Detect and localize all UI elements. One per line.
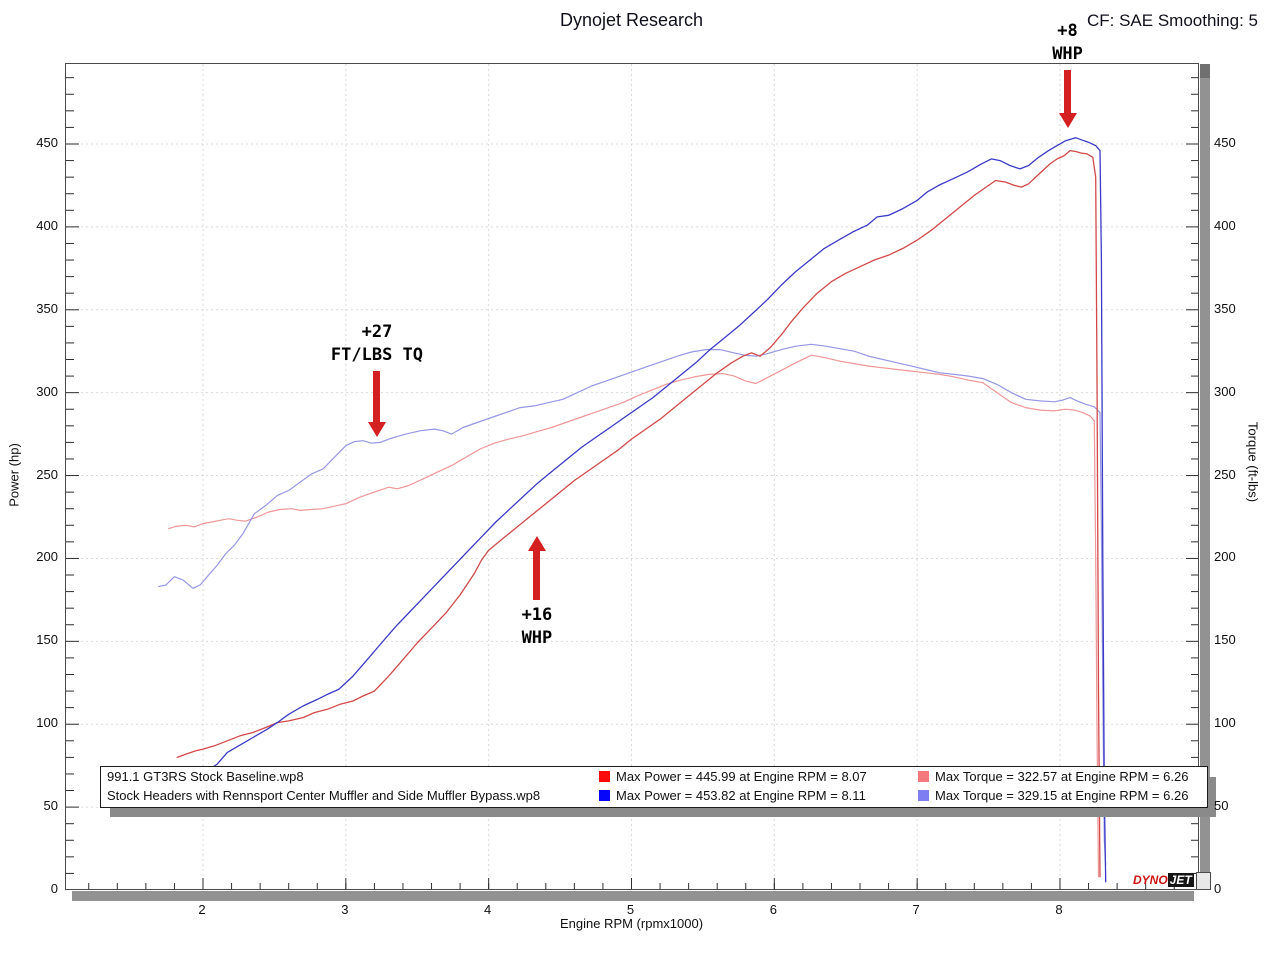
correction-smoothing-label: CF: SAE Smoothing: 5 [1086,11,1258,30]
annotation-arrow-head-0 [1058,113,1077,129]
x-tick-2: 2 [198,902,206,917]
y-right-axis-title: Torque (ft-lbs) [1245,421,1261,503]
y-left-tick-100: 100 [36,715,58,731]
y-right-tick-50: 50 [1214,798,1229,814]
annotation-arrow-head-2 [527,535,546,551]
y-right-tick-450: 450 [1214,134,1236,150]
y-left-tick-0: 0 [50,881,58,896]
x-tick-5: 5 [626,902,635,917]
dynojet-logo-jet: JET [1167,873,1194,887]
horizontal-scrollbar[interactable] [72,891,1194,901]
annotation-arrow-head-1 [367,422,386,438]
legend-row-modified: Stock Headers with Rennsport Center Muff… [101,786,1207,805]
y-right-tick-300: 300 [1214,383,1236,399]
legend-file-modified: Stock Headers with Rennsport Center Muff… [107,788,541,803]
power-swatch-modified [599,790,610,801]
dynojet-logo-dyno: DYNO [1133,873,1168,887]
y-left-tick-400: 400 [36,217,58,233]
annotation-text-1: +27 FT/LBS TQ [330,322,424,366]
y-right-tick-400: 400 [1214,217,1236,233]
annotation-text-2: +16 WHP [521,604,553,648]
x-tick-4: 4 [484,902,492,917]
x-tick-7: 7 [912,902,920,917]
y-right-tick-100: 100 [1214,715,1236,731]
x-tick-6: 6 [769,902,777,917]
y-left-tick-250: 250 [36,466,58,482]
x-tick-3: 3 [341,902,349,917]
legend-file-stock: 991.1 GT3RS Stock Baseline.wp8 [107,769,304,784]
y-right-tick-150: 150 [1214,632,1236,648]
vertical-scrollbar-thumb[interactable] [1200,64,1210,78]
y-left-tick-450: 450 [36,134,58,150]
legend-max-power-stock: Max Power = 445.99 at Engine RPM = 8.07 [616,769,867,784]
y-right-tick-0: 0 [1214,881,1222,896]
annotation-arrow-shaft-1 [373,371,381,423]
annotation-arrow-shaft-0 [1064,70,1072,114]
chart-title: Dynojet Research [559,10,704,30]
vertical-scrollbar[interactable] [1200,64,1210,886]
power-swatch-stock [599,771,610,782]
x-axis-title: Engine RPM (rpmx1000) [559,916,704,931]
torque-swatch-stock [918,771,929,782]
y-left-tick-200: 200 [36,549,58,565]
legend-box[interactable]: 991.1 GT3RS Stock Baseline.wp8 Max Power… [100,766,1208,808]
dynojet-logo: DYNO JET [1133,873,1194,887]
annotation-arrow-shaft-2 [533,550,541,600]
plot-area [65,63,1199,890]
y-left-tick-50: 50 [43,798,58,814]
y-left-tick-300: 300 [36,383,58,399]
y-right-tick-200: 200 [1214,549,1236,565]
y-left-tick-150: 150 [36,632,58,648]
annotation-text-0: +8 WHP [1052,21,1083,65]
legend-max-torque-stock: Max Torque = 322.57 at Engine RPM = 6.26 [935,769,1189,784]
y-right-tick-350: 350 [1214,300,1236,316]
y-left-tick-350: 350 [36,300,58,316]
legend-max-torque-modified: Max Torque = 329.15 at Engine RPM = 6.26 [935,788,1189,803]
legend-row-stock: 991.1 GT3RS Stock Baseline.wp8 Max Power… [101,767,1207,786]
x-tick-8: 8 [1055,902,1063,917]
torque-swatch-modified [918,790,929,801]
legend-max-power-modified: Max Power = 453.82 at Engine RPM = 8.11 [616,788,866,803]
y-right-tick-250: 250 [1214,466,1236,482]
scrollbar-corner [1196,872,1211,890]
